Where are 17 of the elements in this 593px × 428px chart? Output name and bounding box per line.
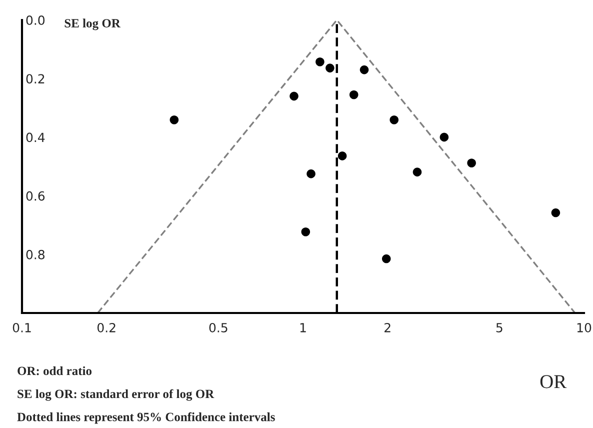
x-tick-label: 2 bbox=[384, 322, 390, 332]
x-tick-label: 0.1 bbox=[12, 322, 31, 332]
x-tick-label: 0.5 bbox=[209, 322, 228, 332]
x-axis-title: OR bbox=[540, 375, 567, 388]
x-tick-label: 5 bbox=[496, 323, 502, 332]
y-tick-label: 0.8 bbox=[26, 250, 44, 260]
x-tick-label: 1 bbox=[300, 323, 306, 332]
x-tick-label: 10 bbox=[577, 322, 592, 332]
text: OR: odd ratio bbox=[18, 366, 92, 376]
text: Dotted lines represent 95% Confidence intervals bbox=[17, 412, 275, 424]
text: SE log OR: standard error of log OR bbox=[18, 389, 214, 401]
x-tick-label: 0.2 bbox=[97, 322, 116, 332]
y-tick-label: 0.2 bbox=[26, 74, 44, 84]
y-axis-title: SE log OR bbox=[64, 18, 121, 30]
y-tick-label: 0.0 bbox=[26, 15, 45, 25]
y-tick-label: 0.6 bbox=[26, 191, 45, 201]
y-tick-label: 0.4 bbox=[26, 132, 45, 142]
